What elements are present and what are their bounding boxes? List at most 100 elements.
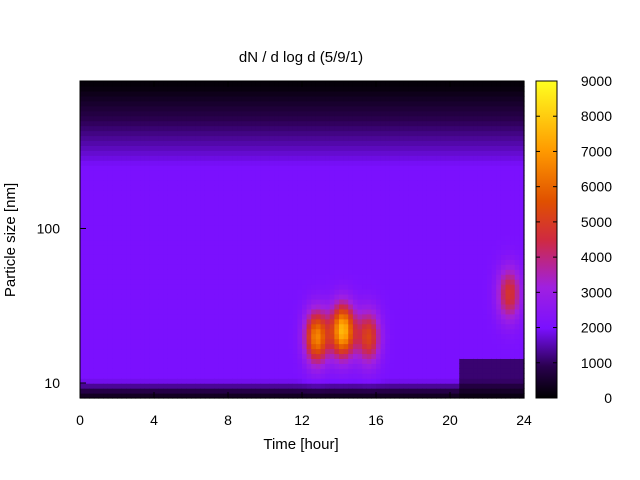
heatmap-cell: [98, 199, 104, 206]
heatmap-cell: [241, 150, 248, 156]
heatmap-cell: [334, 145, 340, 151]
heatmap-cell: [357, 293, 363, 300]
heatmap-cell: [223, 150, 229, 156]
heatmap-cell: [329, 393, 335, 399]
heatmap-cell: [343, 363, 349, 369]
heatmap-cell: [376, 373, 382, 379]
heatmap-cell: [149, 115, 155, 122]
heatmap-cell: [181, 298, 187, 305]
heatmap-cell: [306, 289, 312, 295]
heatmap-cell: [283, 244, 289, 250]
heatmap-cell: [246, 373, 252, 379]
heatmap-cell: [315, 165, 322, 171]
heatmap-cell: [394, 378, 400, 384]
heatmap-cell: [274, 85, 280, 92]
heatmap-cell: [195, 298, 201, 305]
heatmap-cell: [181, 289, 187, 295]
heatmap-cell: [362, 298, 368, 305]
heatmap-cell: [269, 313, 275, 320]
heatmap-cell: [228, 105, 234, 112]
heatmap-cell: [251, 363, 257, 369]
heatmap-cell: [376, 204, 382, 211]
heatmap-cell: [228, 185, 234, 191]
heatmap-cell: [422, 249, 428, 255]
heatmap-cell: [389, 110, 396, 117]
heatmap-cell: [232, 333, 238, 340]
heatmap-cell: [218, 204, 224, 211]
heatmap-cell: [241, 313, 248, 320]
heatmap-cell: [209, 343, 215, 350]
heatmap-cell: [158, 284, 164, 290]
heatmap-cell: [389, 333, 396, 340]
heatmap-cell: [121, 135, 127, 142]
heatmap-cell: [385, 145, 391, 151]
heatmap-cell: [223, 249, 229, 255]
heatmap-cell: [325, 323, 331, 330]
heatmap-cell: [436, 145, 442, 151]
heatmap-cell: [431, 249, 437, 255]
heatmap-cell: [144, 284, 150, 290]
heatmap-cell: [130, 130, 137, 137]
heatmap-cell: [292, 95, 298, 102]
heatmap-cell: [121, 150, 127, 156]
heatmap-cell: [436, 308, 442, 315]
heatmap-cell: [399, 194, 405, 201]
heatmap-cell: [403, 393, 409, 399]
heatmap-cell: [352, 175, 359, 181]
heatmap-cell: [297, 274, 303, 280]
heatmap-cell: [380, 110, 386, 117]
heatmap-cell: [144, 199, 150, 206]
heatmap-cell: [339, 284, 345, 290]
heatmap-cell: [103, 100, 109, 107]
heatmap-cell: [237, 189, 243, 196]
heatmap-cell: [112, 239, 118, 246]
heatmap-cell: [89, 368, 95, 374]
heatmap-cell: [426, 343, 433, 350]
heatmap-cell: [320, 224, 326, 231]
heatmap-cell: [80, 308, 86, 315]
heatmap-cell: [292, 279, 298, 285]
heatmap-cell: [376, 180, 382, 186]
heatmap-cell: [302, 338, 308, 345]
heatmap-cell: [130, 249, 137, 255]
heatmap-cell: [103, 328, 109, 335]
heatmap-cell: [246, 353, 252, 359]
heatmap-cell: [288, 353, 294, 359]
heatmap-cell: [408, 185, 414, 191]
heatmap-cell: [260, 269, 266, 275]
heatmap-cell: [89, 269, 95, 275]
heatmap-cell: [163, 100, 169, 107]
heatmap-cell: [399, 155, 405, 161]
heatmap-cell: [366, 219, 372, 226]
heatmap-cell: [117, 100, 123, 107]
heatmap-cell: [408, 323, 414, 330]
heatmap-cell: [315, 378, 322, 384]
heatmap-cell: [366, 289, 372, 295]
heatmap-cell: [98, 125, 104, 132]
heatmap-cell: [320, 120, 326, 127]
heatmap-cell: [89, 229, 95, 236]
heatmap-cell: [93, 323, 100, 330]
heatmap-cell: [232, 214, 238, 221]
heatmap-cell: [315, 279, 322, 285]
heatmap-cell: [362, 130, 368, 137]
heatmap-cell: [348, 194, 354, 201]
heatmap-cell: [186, 368, 192, 374]
heatmap-cell: [260, 150, 266, 156]
heatmap-cell: [417, 125, 423, 132]
heatmap-cell: [426, 194, 433, 201]
heatmap-cell: [214, 274, 220, 280]
heatmap-cell: [389, 234, 396, 241]
heatmap-cell: [214, 269, 220, 275]
heatmap-cell: [325, 100, 331, 107]
heatmap-cell: [297, 383, 303, 389]
heatmap-cell: [232, 353, 238, 359]
heatmap-cell: [89, 259, 95, 265]
heatmap-cell: [246, 150, 252, 156]
heatmap-cell: [214, 308, 220, 315]
heatmap-cell: [417, 189, 423, 196]
heatmap-cell: [352, 224, 359, 231]
heatmap-cell: [144, 85, 150, 92]
heatmap-cell: [278, 204, 285, 211]
heatmap-cell: [186, 279, 192, 285]
